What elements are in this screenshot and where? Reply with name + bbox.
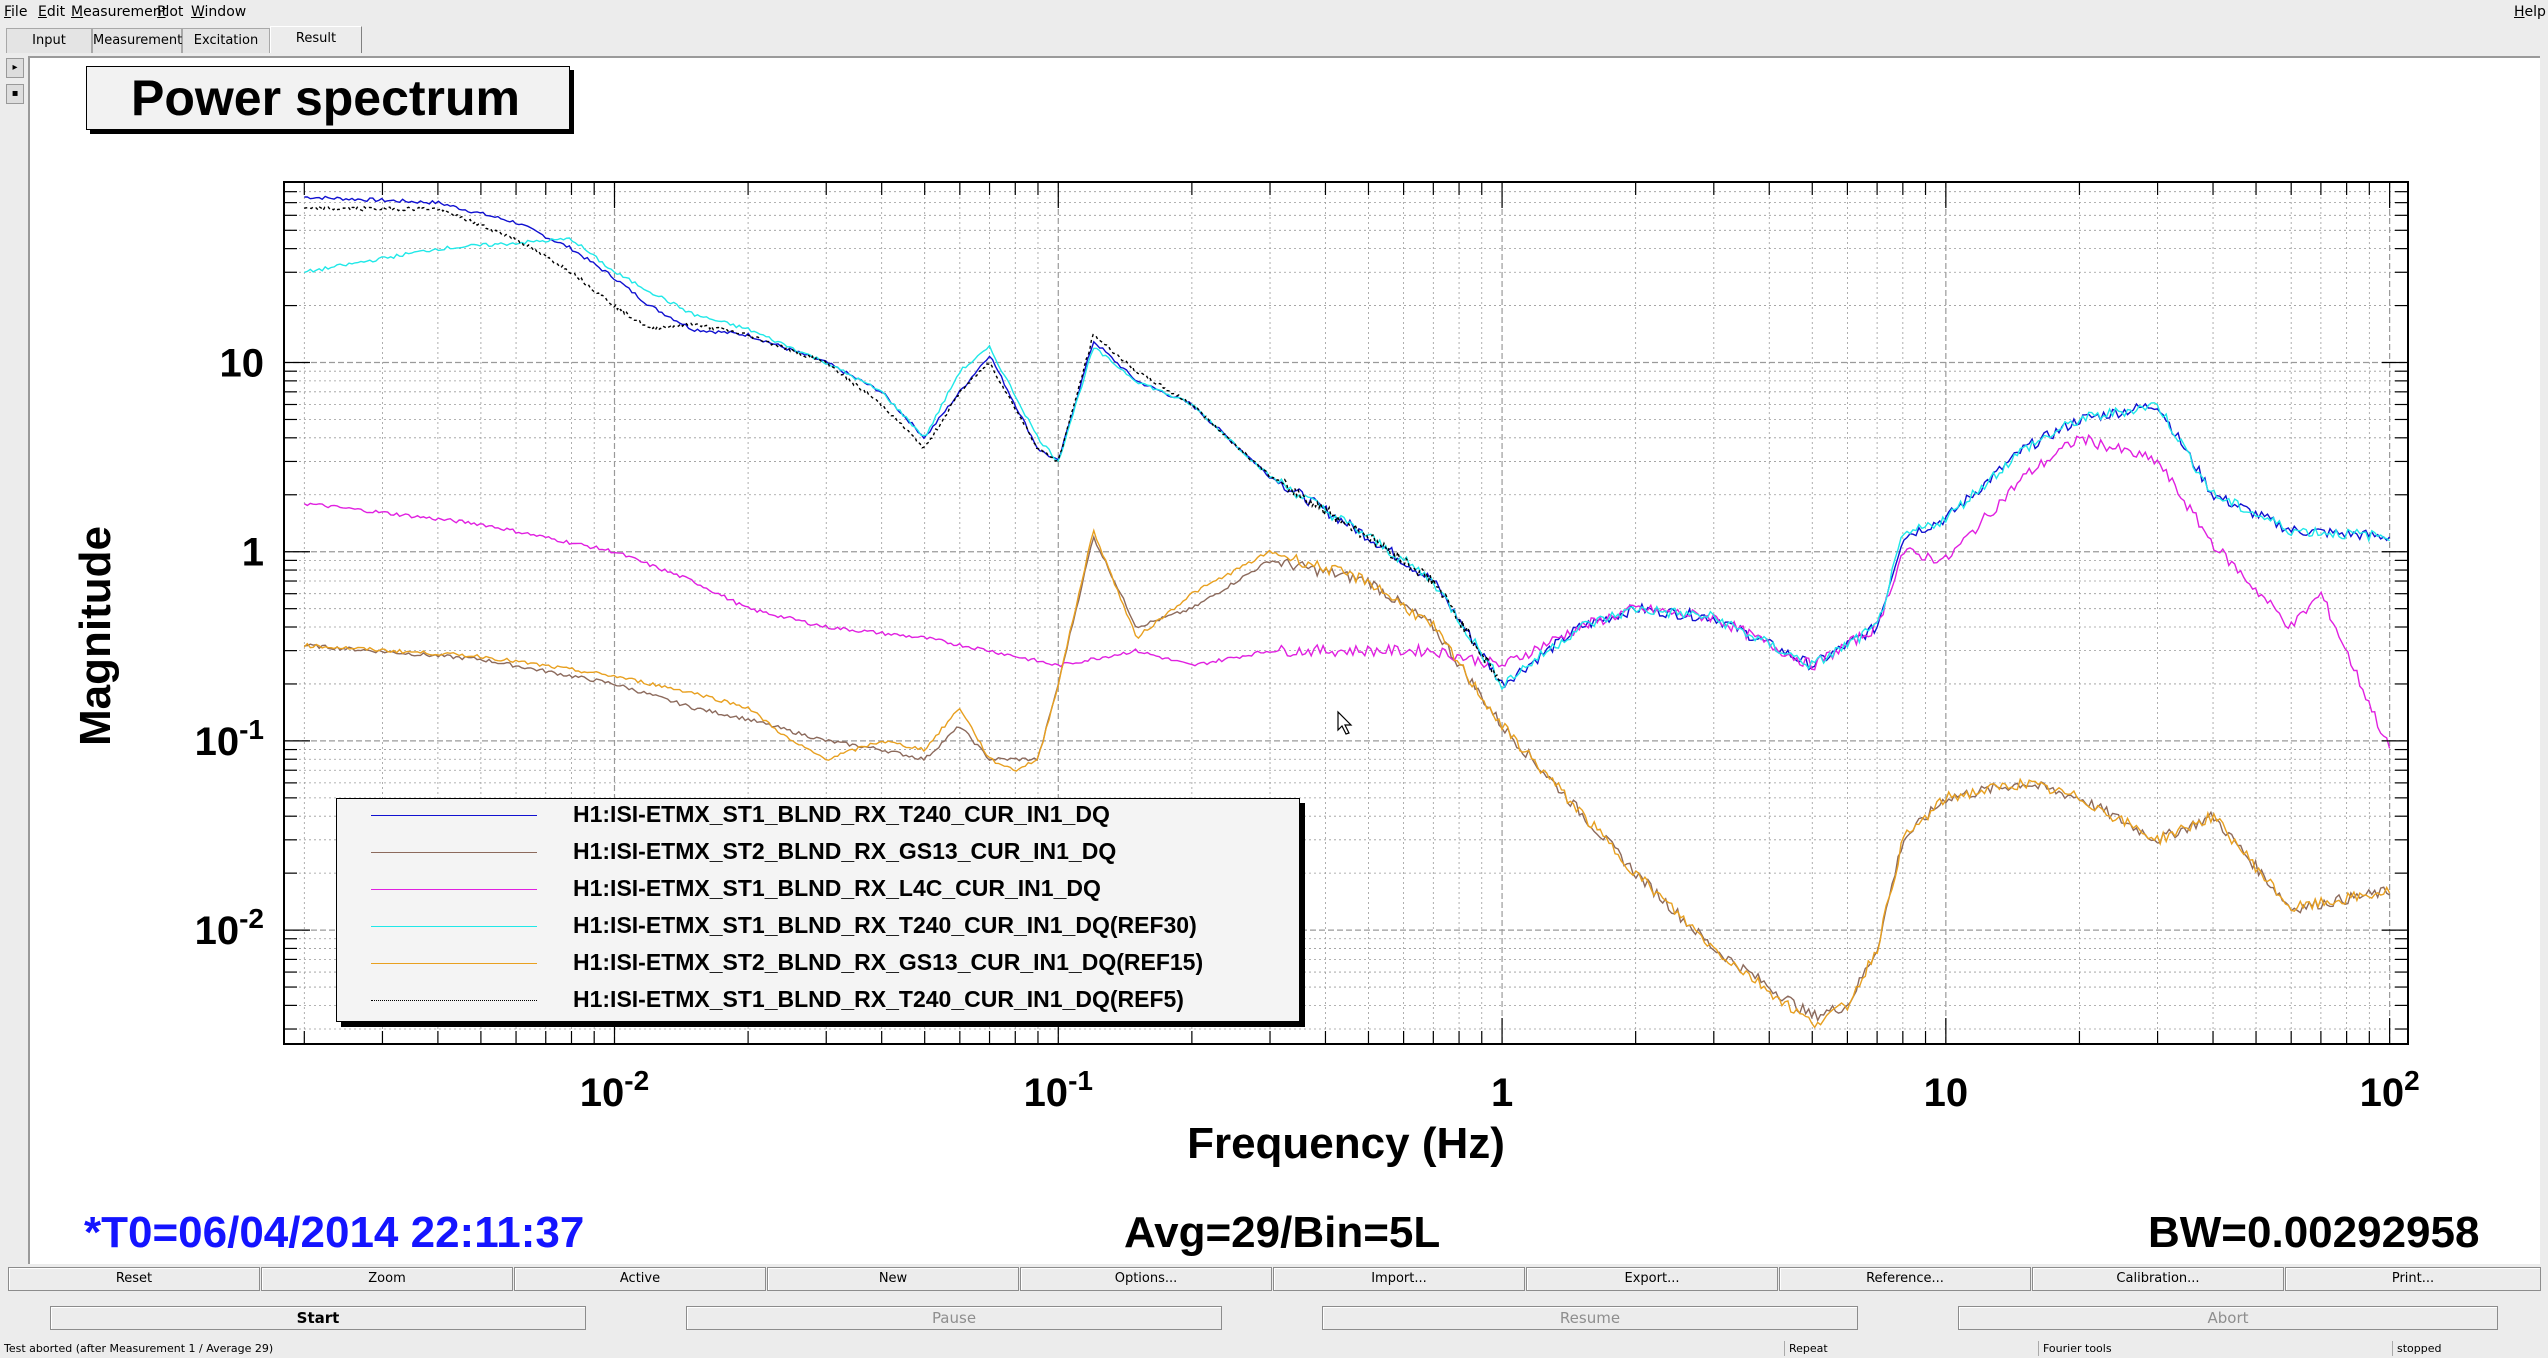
start-button[interactable]: Start <box>50 1306 586 1330</box>
legend-item: H1:ISI-ETMX_ST2_BLND_RX_GS13_CUR_IN1_DQ <box>337 836 1299 870</box>
legend-item: H1:ISI-ETMX_ST1_BLND_RX_L4C_CUR_IN1_DQ <box>337 873 1299 907</box>
options-button[interactable]: Options... <box>1020 1267 1272 1291</box>
x-axis-label: Frequency (Hz) <box>1187 1119 1505 1168</box>
series-line-5 <box>303 528 2391 1029</box>
tick-label: 10-2 <box>580 1065 649 1115</box>
series-line-3 <box>303 433 2391 749</box>
legend-label: H1:ISI-ETMX_ST2_BLND_RX_GS13_CUR_IN1_DQ(… <box>573 949 1204 975</box>
mouse-cursor-icon <box>1337 710 1353 735</box>
legend-swatch <box>371 889 537 890</box>
tick-label: 102 <box>2360 1065 2420 1115</box>
tab-input[interactable]: Input <box>6 28 92 53</box>
series-line-1 <box>304 195 2391 689</box>
tick-label: 10-1 <box>195 714 264 764</box>
legend-label: H1:ISI-ETMX_ST1_BLND_RX_T240_CUR_IN1_DQ <box>573 801 1110 827</box>
legend-label: H1:ISI-ETMX_ST1_BLND_RX_T240_CUR_IN1_DQ(… <box>573 986 1184 1012</box>
reference-button[interactable]: Reference... <box>1779 1267 2031 1291</box>
menu-help[interactable]: Help <box>2514 4 2546 20</box>
tab-result[interactable]: Result <box>270 26 362 53</box>
legend-swatch <box>371 852 537 853</box>
legend-item: H1:ISI-ETMX_ST1_BLND_RX_T240_CUR_IN1_DQ(… <box>337 910 1299 944</box>
resume-button[interactable]: Resume <box>1322 1306 1858 1330</box>
series-layer <box>303 195 2391 1029</box>
calibration-button[interactable]: Calibration... <box>2032 1267 2284 1291</box>
status-state: stopped <box>2392 1341 2442 1356</box>
legend-swatch <box>371 1000 537 1001</box>
menu-window[interactable]: Window <box>191 4 247 20</box>
tab-bar: Input Measurement Excitation Result <box>0 26 2548 56</box>
menubar: File Edit Measurement Plot Window Help <box>0 0 2548 24</box>
export-button[interactable]: Export... <box>1526 1267 1778 1291</box>
chart-legend: H1:ISI-ETMX_ST1_BLND_RX_T240_CUR_IN1_DQ … <box>336 798 1300 1022</box>
legend-label: H1:ISI-ETMX_ST1_BLND_RX_T240_CUR_IN1_DQ(… <box>573 912 1197 938</box>
tick-label: 10 <box>1924 1071 1969 1115</box>
print-button[interactable]: Print... <box>2285 1267 2541 1291</box>
active-button[interactable]: Active <box>514 1267 766 1291</box>
measurement-controls: Start Pause Resume Abort <box>0 1304 2548 1334</box>
legend-item: H1:ISI-ETMX_ST1_BLND_RX_T240_CUR_IN1_DQ(… <box>337 984 1299 1018</box>
series-line-6 <box>304 205 1503 684</box>
tick-label: 10-2 <box>195 903 264 953</box>
plot-title: Power spectrum <box>86 66 570 130</box>
legend-item: H1:ISI-ETMX_ST1_BLND_RX_T240_CUR_IN1_DQ <box>337 799 1299 833</box>
reset-button[interactable]: Reset <box>8 1267 260 1291</box>
status-tools: Fourier tools <box>2038 1341 2112 1356</box>
power-spectrum-chart[interactable]: 10-2 10-1 1 10 102 10-2 10-1 1 10 Frequency (Hz)… <box>30 58 2540 1264</box>
menu-measurement[interactable]: Measurement <box>71 4 168 20</box>
status-bar: Test aborted (after Measurement 1 / Aver… <box>0 1340 2548 1358</box>
status-message: Test aborted (after Measurement 1 / Aver… <box>4 1342 274 1355</box>
plot-toolbar: Reset Zoom Active New Options... Import.… <box>0 1265 2548 1293</box>
tab-measurement[interactable]: Measurement <box>92 28 182 53</box>
tab-excitation[interactable]: Excitation <box>182 28 270 53</box>
plot-frame <box>283 181 2409 1045</box>
legend-item: H1:ISI-ETMX_ST2_BLND_RX_GS13_CUR_IN1_DQ(… <box>337 947 1299 981</box>
pause-button[interactable]: Pause <box>686 1306 1222 1330</box>
menu-file[interactable]: File <box>4 4 28 20</box>
bandwidth-label: BW=0.00292958 <box>2148 1208 2480 1257</box>
legend-swatch <box>371 815 537 816</box>
legend-label: H1:ISI-ETMX_ST1_BLND_RX_L4C_CUR_IN1_DQ <box>573 875 1101 901</box>
zoom-button[interactable]: Zoom <box>261 1267 513 1291</box>
series-line-4 <box>304 237 2390 691</box>
tick-label: 10 <box>220 342 265 386</box>
tick-layer: 10-2 10-1 1 10 102 10-2 10-1 1 10 <box>195 181 2420 1115</box>
abort-button[interactable]: Abort <box>1958 1306 2498 1330</box>
legend-swatch <box>371 926 537 927</box>
averages-label: Avg=29/Bin=5L <box>1124 1208 1441 1257</box>
side-controls: ▸ ▪ <box>6 58 24 110</box>
import-button[interactable]: Import... <box>1273 1267 1525 1291</box>
status-repeat: Repeat <box>1784 1341 1828 1356</box>
menu-edit[interactable]: Edit <box>38 4 66 20</box>
expand-arrow-icon[interactable]: ▸ <box>6 58 24 78</box>
menu-plot[interactable]: Plot <box>157 4 184 20</box>
plot-canvas[interactable]: Power spectrum 10-2 10-1 1 10 102 10-2 10-1 1 10… <box>28 56 2540 1264</box>
collapse-arrow-icon[interactable]: ▪ <box>6 84 24 104</box>
tick-label: 1 <box>242 531 264 575</box>
start-time-label: *T0=06/04/2014 22:11:37 <box>84 1208 585 1257</box>
legend-label: H1:ISI-ETMX_ST2_BLND_RX_GS13_CUR_IN1_DQ <box>573 838 1117 864</box>
legend-swatch <box>371 963 537 964</box>
tick-label: 10-1 <box>1024 1065 1093 1115</box>
y-axis-label: Magnitude <box>71 526 120 746</box>
new-button[interactable]: New <box>767 1267 1019 1291</box>
tick-label: 1 <box>1491 1071 1513 1115</box>
